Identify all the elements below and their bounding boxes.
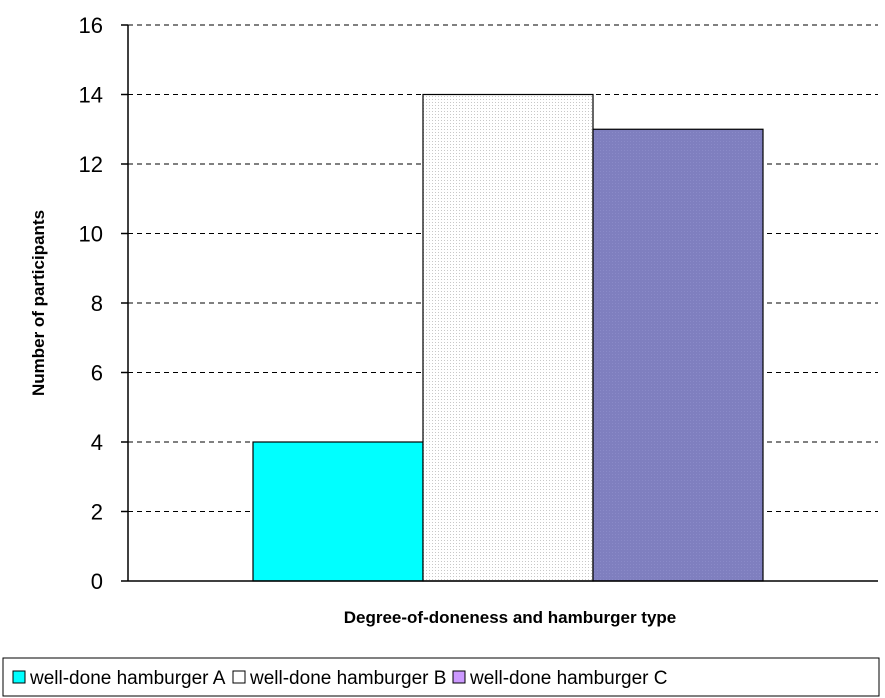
bars xyxy=(252,93,764,582)
y-axis-title: Number of participants xyxy=(29,210,48,396)
y-tick-label: 12 xyxy=(79,152,103,177)
y-tick-label: 4 xyxy=(91,430,103,455)
x-axis-title: Degree-of-doneness and hamburger type xyxy=(344,608,677,627)
legend-swatch xyxy=(232,670,246,684)
legend-swatch xyxy=(452,670,466,684)
legend: well-done hamburger A well-done hamburger… xyxy=(12,668,668,689)
y-tick-label: 6 xyxy=(91,361,103,386)
bar xyxy=(422,93,594,582)
legend-label: well-done hamburger B xyxy=(249,668,446,689)
y-ticks: 0 2 4 6 8 10 12 14 16 xyxy=(79,13,128,594)
legend-label: well-done hamburger A xyxy=(29,668,226,689)
y-tick-label: 0 xyxy=(91,569,103,594)
legend-label: well-done hamburger C xyxy=(469,668,668,689)
bar xyxy=(252,441,424,582)
legend-swatch xyxy=(12,670,26,684)
bar xyxy=(592,128,764,582)
y-tick-label: 16 xyxy=(79,13,103,38)
legend-box xyxy=(2,657,880,697)
y-tick-label: 10 xyxy=(79,222,103,247)
y-tick-label: 8 xyxy=(91,291,103,316)
y-tick-label: 14 xyxy=(79,83,103,108)
y-tick-label: 2 xyxy=(91,500,103,525)
